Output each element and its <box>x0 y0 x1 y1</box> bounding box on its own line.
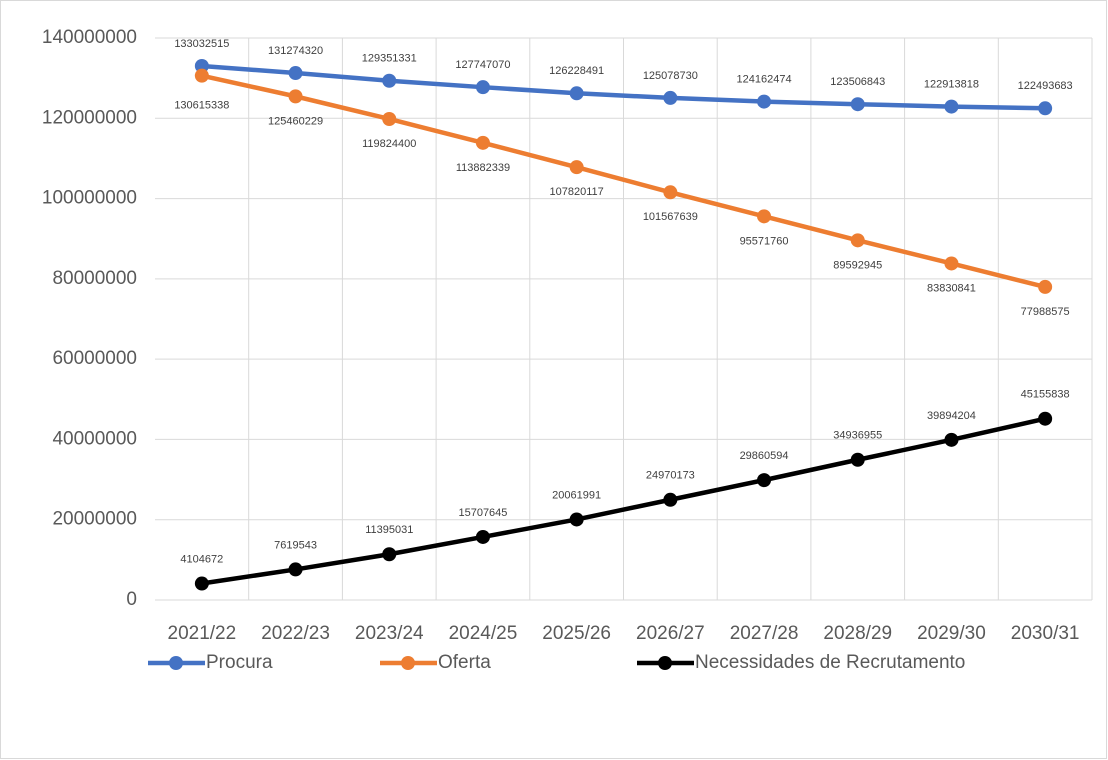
data-label: 107820117 <box>550 186 604 198</box>
y-tick-label: 60000000 <box>52 348 137 369</box>
series-line <box>201 63 1046 111</box>
x-tick-label: 2029/30 <box>917 623 986 644</box>
marker <box>944 99 959 114</box>
marker <box>757 209 772 224</box>
marker <box>1038 411 1053 426</box>
data-label: 129351331 <box>362 53 417 65</box>
marker <box>944 256 959 271</box>
data-label: 89592945 <box>833 259 882 271</box>
data-label: 127747070 <box>455 59 510 71</box>
data-label: 133032515 <box>174 38 229 50</box>
series-line <box>201 416 1046 586</box>
marker <box>194 68 209 83</box>
data-label: 20061991 <box>552 489 601 501</box>
y-tick-label: 120000000 <box>42 107 137 128</box>
marker <box>663 90 678 105</box>
data-label: 29860594 <box>740 450 789 462</box>
x-tick-label: 2024/25 <box>449 623 518 644</box>
data-label: 125460229 <box>268 115 323 127</box>
data-label: 123506843 <box>830 76 885 88</box>
data-label: 119824400 <box>362 138 416 150</box>
x-tick-label: 2028/29 <box>823 623 892 644</box>
data-label: 101567639 <box>643 211 698 223</box>
y-tick-label: 140000000 <box>42 27 137 48</box>
data-label: 39894204 <box>927 410 976 422</box>
data-label: 122493683 <box>1018 80 1073 92</box>
data-label: 131274320 <box>268 45 323 57</box>
marker <box>194 58 209 73</box>
marker <box>757 473 772 488</box>
data-label: 15707645 <box>458 507 507 519</box>
legend-label: Procura <box>206 652 273 673</box>
legend-marker <box>658 656 672 670</box>
marker <box>382 73 397 88</box>
legend-marker <box>169 656 183 670</box>
x-tick-label: 2022/23 <box>261 623 330 644</box>
marker <box>569 512 584 527</box>
data-label: 83830841 <box>927 282 976 294</box>
marker <box>850 452 865 467</box>
y-tick-label: 20000000 <box>52 509 137 530</box>
data-label: 45155838 <box>1021 389 1070 401</box>
marker <box>569 86 584 101</box>
x-tick-label: 2030/31 <box>1011 623 1080 644</box>
y-tick-label: 80000000 <box>52 268 137 289</box>
data-label: 125078730 <box>643 70 698 82</box>
x-tick-label: 2027/28 <box>730 623 799 644</box>
marker <box>663 492 678 507</box>
data-label: 24970173 <box>646 470 695 482</box>
marker <box>288 66 303 81</box>
y-tick-label: 40000000 <box>52 428 137 449</box>
data-label: 122913818 <box>924 78 979 90</box>
data-label: 34936955 <box>833 430 882 442</box>
series-line <box>201 73 1046 290</box>
y-tick-label: 0 <box>126 589 137 610</box>
legend-label: Necessidades de Recrutamento <box>695 652 965 673</box>
data-label: 124162474 <box>737 73 792 85</box>
legend-marker <box>401 656 415 670</box>
marker <box>944 432 959 447</box>
marker <box>850 233 865 248</box>
data-label: 7619543 <box>274 539 317 551</box>
y-tick-label: 100000000 <box>42 188 137 209</box>
marker <box>288 89 303 104</box>
marker <box>1038 101 1053 116</box>
marker <box>757 94 772 109</box>
data-label: 130615338 <box>174 100 229 112</box>
data-label: 95571760 <box>740 235 789 247</box>
marker <box>1038 279 1053 294</box>
data-label: 126228491 <box>549 65 604 77</box>
x-tick-label: 2023/24 <box>355 623 424 644</box>
x-tick-label: 2021/22 <box>168 623 237 644</box>
marker <box>569 160 584 175</box>
data-label: 77988575 <box>1021 306 1070 318</box>
legend-label: Oferta <box>438 652 491 673</box>
marker <box>194 576 209 591</box>
marker <box>850 97 865 112</box>
data-label: 11395031 <box>365 524 413 536</box>
data-label: 113882339 <box>456 162 510 174</box>
marker <box>475 529 490 544</box>
marker <box>475 80 490 95</box>
x-tick-label: 2026/27 <box>636 623 705 644</box>
marker <box>382 111 397 126</box>
marker <box>382 547 397 562</box>
x-tick-label: 2025/26 <box>542 623 611 644</box>
marker <box>288 562 303 577</box>
marker <box>663 185 678 200</box>
data-label: 4104672 <box>180 553 223 565</box>
marker <box>475 135 490 150</box>
